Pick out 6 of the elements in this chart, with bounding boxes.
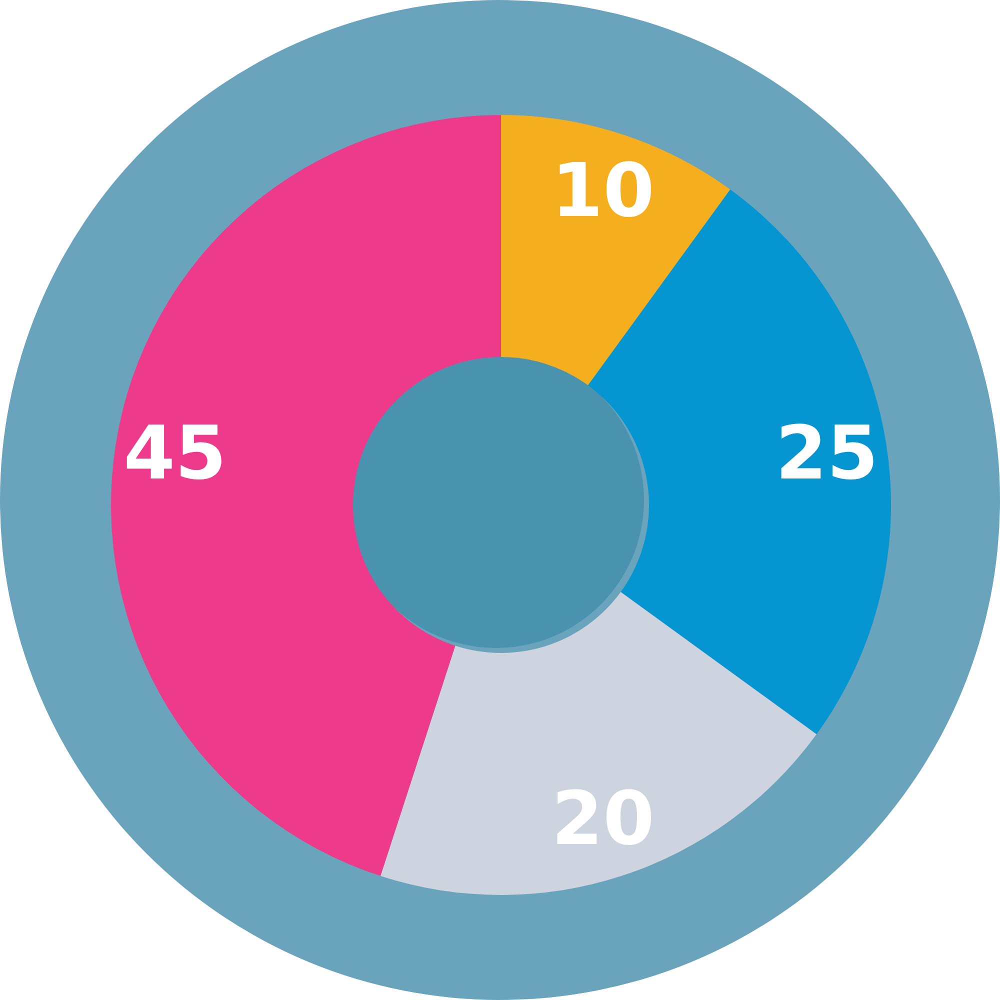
data-label: 25 (775, 410, 878, 496)
data-label: 45 (124, 410, 227, 496)
donut-slice (501, 115, 730, 386)
donut-slice (380, 592, 817, 894)
donut-slice (111, 115, 501, 876)
data-label: 10 (551, 148, 654, 234)
